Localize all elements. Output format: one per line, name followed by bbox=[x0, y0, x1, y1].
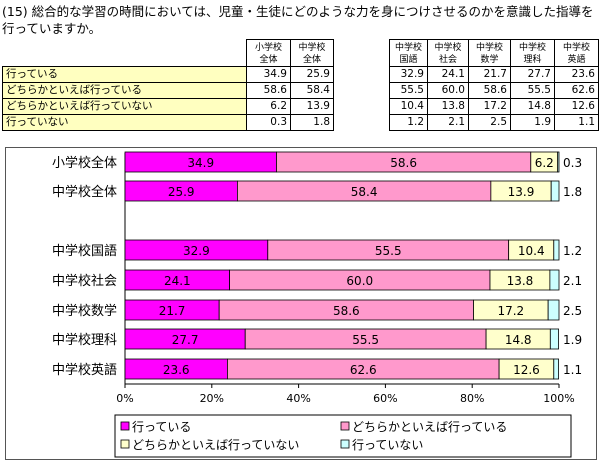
table-row-label: 行っていない bbox=[2, 114, 247, 131]
legend-swatch bbox=[120, 421, 130, 431]
table-header-2: 中学校 全体 bbox=[290, 39, 334, 67]
bar-segment bbox=[547, 299, 560, 321]
table-cell: 32.9 bbox=[389, 66, 428, 83]
data-label: 58.4 bbox=[351, 185, 378, 199]
category-label: 中学校社会 bbox=[52, 273, 117, 289]
x-tick-label: 20% bbox=[200, 392, 224, 405]
x-tick-label: 80% bbox=[460, 392, 484, 405]
data-label: 21.7 bbox=[159, 304, 186, 318]
data-label: 58.6 bbox=[390, 156, 417, 170]
bar-segment bbox=[550, 180, 560, 202]
bar-segment bbox=[549, 328, 559, 350]
table-cell: 2.1 bbox=[427, 114, 469, 131]
legend-swatch bbox=[120, 439, 130, 449]
category-label: 中学校数学 bbox=[52, 303, 117, 319]
legend-label: どちらかといえば行っている bbox=[352, 420, 507, 434]
data-label: 27.7 bbox=[172, 333, 199, 347]
table-header-7: 中学校 英語 bbox=[554, 39, 599, 67]
table-header-3: 中学校 国語 bbox=[389, 39, 428, 67]
data-label: 1.1 bbox=[563, 363, 582, 377]
x-tick-label: 40% bbox=[286, 392, 310, 405]
data-label: 58.6 bbox=[333, 304, 360, 318]
data-label: 32.9 bbox=[183, 244, 210, 258]
table-cell: 2.5 bbox=[468, 114, 511, 131]
data-label: 60.0 bbox=[346, 274, 373, 288]
data-label: 10.4 bbox=[518, 244, 545, 258]
x-tick-label: 60% bbox=[373, 392, 397, 405]
table-header-5: 中学校 数学 bbox=[468, 39, 511, 67]
table-row-label: どちらかといえば行っていない bbox=[2, 98, 247, 115]
table-cell: 23.6 bbox=[554, 66, 599, 83]
table-header-1: 小学校 全体 bbox=[246, 39, 291, 67]
data-label: 24.1 bbox=[164, 274, 191, 288]
data-label: 13.9 bbox=[508, 185, 535, 199]
data-label: 1.9 bbox=[563, 333, 582, 347]
table-header-6: 中学校 理科 bbox=[510, 39, 555, 67]
bar-segment bbox=[557, 151, 560, 173]
table-cell: 1.8 bbox=[290, 114, 334, 131]
data-label: 1.2 bbox=[563, 244, 582, 258]
legend-swatch bbox=[340, 421, 350, 431]
data-label: 0.3 bbox=[563, 156, 582, 170]
table-cell: 60.0 bbox=[427, 82, 469, 99]
data-label: 2.1 bbox=[563, 274, 582, 288]
legend-label: 行っていない bbox=[352, 438, 423, 452]
category-label: 小学校全体 bbox=[52, 155, 117, 171]
data-label: 55.5 bbox=[352, 333, 379, 347]
table-cell: 1.9 bbox=[510, 114, 555, 131]
data-label: 6.2 bbox=[535, 156, 554, 170]
category-label: 中学校英語 bbox=[52, 362, 117, 378]
bar-segment bbox=[553, 358, 559, 380]
legend-label: 行っている bbox=[132, 420, 191, 434]
legend-label: どちらかといえば行っていない bbox=[132, 438, 299, 452]
data-label: 23.6 bbox=[163, 363, 190, 377]
data-label: 13.8 bbox=[507, 274, 534, 288]
table-cell: 34.9 bbox=[246, 66, 291, 83]
data-label: 2.5 bbox=[563, 304, 582, 318]
data-label: 25.9 bbox=[168, 185, 195, 199]
data-label: 55.5 bbox=[375, 244, 402, 258]
data-label: 14.8 bbox=[505, 333, 532, 347]
table-cell: 0.3 bbox=[246, 114, 291, 131]
table-cell: 1.1 bbox=[554, 114, 599, 131]
bar-segment bbox=[549, 269, 560, 291]
category-label: 中学校国語 bbox=[52, 243, 117, 259]
legend-swatch bbox=[340, 439, 350, 449]
bar-segment bbox=[553, 239, 560, 261]
category-label: 中学校全体 bbox=[52, 184, 117, 200]
table-cell: 1.2 bbox=[389, 114, 428, 131]
question-title: (15) 総合的な学習の時間においては、児童・生徒にどのような力を身につけさせる… bbox=[2, 4, 594, 36]
x-tick-label: 100% bbox=[543, 392, 574, 405]
data-label: 34.9 bbox=[187, 156, 214, 170]
table-cell: 12.6 bbox=[554, 98, 599, 115]
data-label: 17.2 bbox=[497, 304, 524, 318]
data-label: 1.8 bbox=[563, 185, 582, 199]
category-label: 中学校理科 bbox=[52, 332, 117, 348]
data-label: 12.6 bbox=[513, 363, 540, 377]
table-cell: 13.9 bbox=[290, 98, 334, 115]
x-tick-label: 0% bbox=[116, 392, 133, 405]
chart-frame bbox=[5, 147, 597, 460]
data-label: 62.6 bbox=[350, 363, 377, 377]
table-cell: 25.9 bbox=[290, 66, 334, 83]
